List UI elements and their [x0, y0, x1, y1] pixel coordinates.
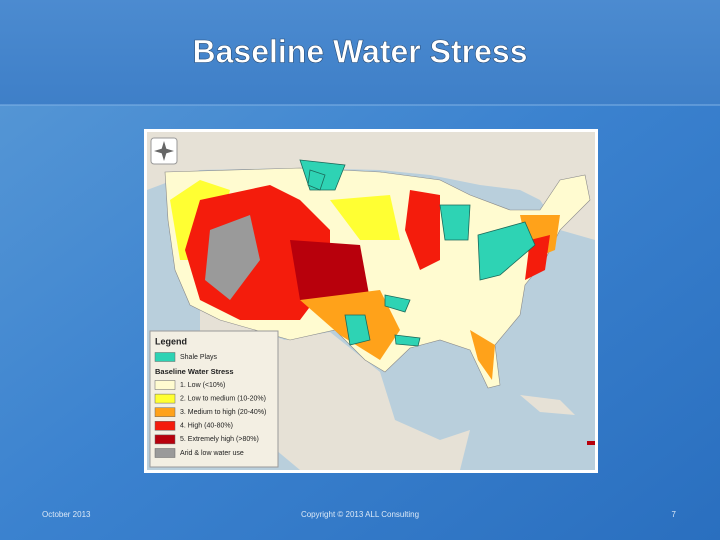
legend-label: 5. Extremely high (>80%): [180, 436, 259, 443]
shale-play: [344, 314, 371, 346]
legend-label: Shale Plays: [180, 354, 217, 361]
legend-swatch: [154, 352, 176, 362]
legend: Legend Baseline Water Stress Shale Plays…: [149, 330, 279, 468]
legend-label: 3. Medium to high (20-40%): [180, 409, 266, 416]
stress-region: [405, 190, 440, 270]
map: [147, 132, 595, 470]
canada: [147, 132, 595, 240]
title-band: [0, 0, 720, 105]
shale-play: [394, 334, 421, 347]
legend-label: 4. High (40-80%): [180, 423, 233, 430]
legend-section-title: Baseline Water Stress: [155, 367, 234, 376]
shale-play: [439, 204, 471, 241]
legend-swatch: [154, 448, 176, 458]
compass[interactable]: [150, 137, 178, 165]
stress-region: [330, 195, 400, 240]
shale-play: [384, 294, 411, 313]
legend-swatch: [154, 380, 176, 390]
shale-play: [307, 169, 326, 191]
legend-swatch: [154, 434, 176, 445]
legend-title: Legend: [155, 336, 187, 346]
cuba: [520, 395, 575, 415]
compass-arrows[interactable]: [154, 141, 174, 161]
legend-swatch: [154, 421, 176, 431]
shale-play: [477, 221, 536, 281]
slide-title: Baseline Water Stress: [193, 33, 528, 69]
stress-region: [587, 441, 595, 445]
arid-region: [205, 215, 260, 300]
legend-label: 2. Low to medium (10-20%): [180, 395, 266, 402]
legend-label: Arid & low water use: [180, 450, 244, 457]
footer-copyright: Copyright © 2013 ALL Consulting: [301, 510, 419, 519]
legend-swatch: [154, 393, 176, 404]
legend-label: 1. Low (<10%): [180, 382, 225, 389]
page-number: 7: [672, 510, 677, 519]
legend-swatch: [154, 407, 176, 417]
stress-region: [470, 330, 495, 380]
footer-date: October 2013: [42, 510, 91, 519]
